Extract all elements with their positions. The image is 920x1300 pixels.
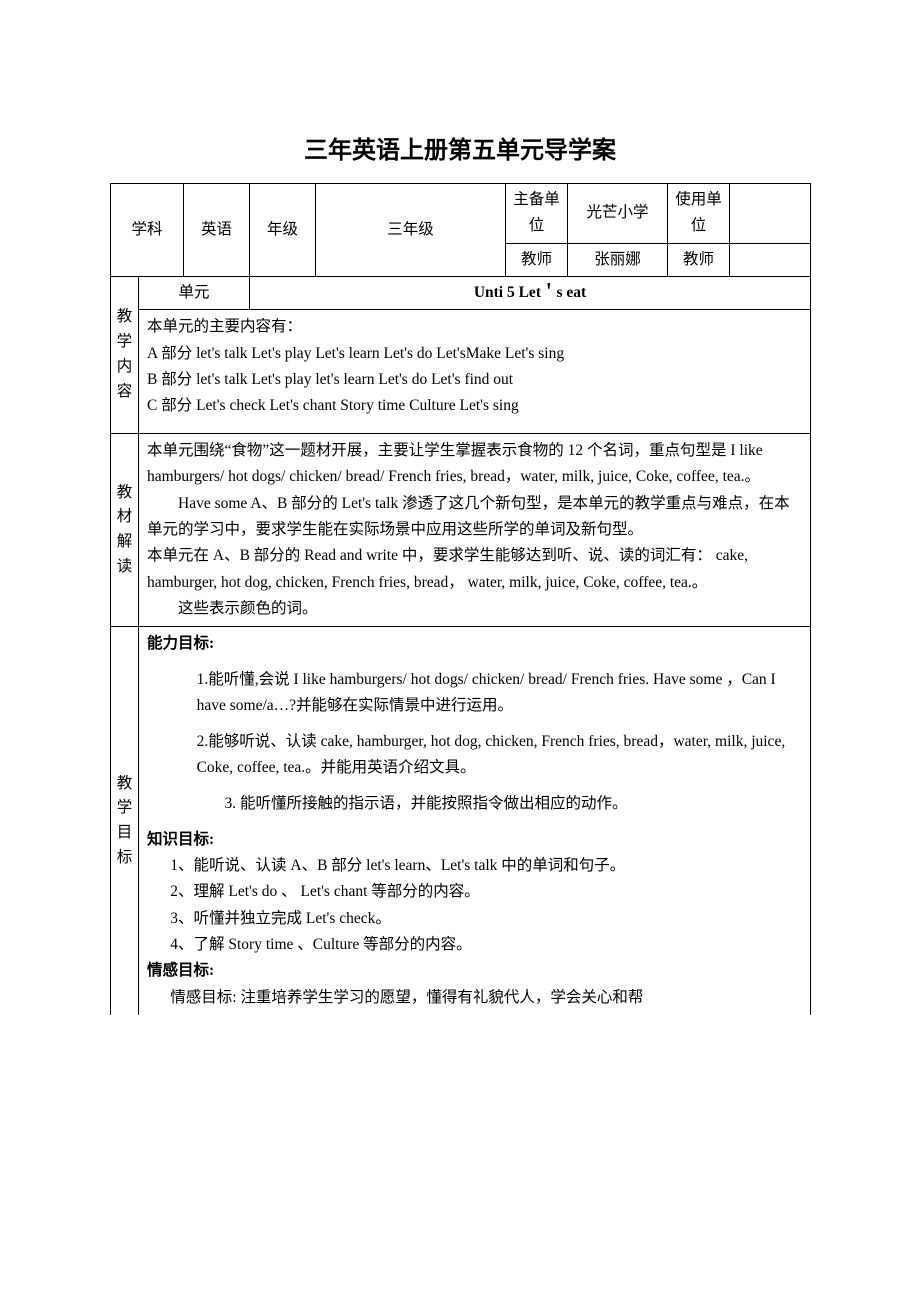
document-title: 三年英语上册第五单元导学案 xyxy=(110,130,810,165)
ability-title: 能力目标: xyxy=(147,635,214,652)
unit-row: 教学内容 单元 Unti 5 Let＇s eat xyxy=(111,277,811,310)
use-org-value xyxy=(730,184,811,244)
ability-1: 1.能听懂,会说 I like hamburgers/ hot dogs/ ch… xyxy=(147,667,802,720)
analysis-p4: 这些表示颜色的词。 xyxy=(178,600,318,617)
analysis-p3: 本单元在 A、B 部分的 Read and write 中，要求学生能够达到听、… xyxy=(147,547,748,590)
analysis-p2: Have some A、B 部分的 Let's talk 渗透了这几个新句型，是… xyxy=(147,495,790,538)
knowledge-3: 3、听懂并独立完成 Let's check。 xyxy=(170,910,391,927)
teacher-value: 张丽娜 xyxy=(568,243,668,276)
content-body: 本单元的主要内容有： A 部分 let's talk Let's play Le… xyxy=(139,310,811,434)
knowledge-4: 4、了解 Story time 、Culture 等部分的内容。 xyxy=(170,936,471,953)
analysis-body: 本单元围绕“食物”这一题材开展，主要让学生掌握表示食物的 12 个名词，重点句型… xyxy=(139,434,811,627)
subject-value: 英语 xyxy=(184,184,250,277)
subject-label: 学科 xyxy=(111,184,184,277)
analysis-p1: 本单元围绕“食物”这一题材开展，主要让学生掌握表示食物的 12 个名词，重点句型… xyxy=(147,442,763,485)
ability-3: 3. 能听懂所接触的指示语，并能按照指令做出相应的动作。 xyxy=(147,791,802,817)
lesson-plan-table: 学科 英语 年级 三年级 主备单位 光芒小学 使用单位 教师 张丽娜 教师 教学… xyxy=(110,183,811,1015)
goals-row: 教学目标 能力目标: 1.能听懂,会说 I like hamburgers/ h… xyxy=(111,627,811,1015)
knowledge-1: 1、能听说、认读 A、B 部分 let's learn、Let's talk 中… xyxy=(170,857,625,874)
header-row-1: 学科 英语 年级 三年级 主备单位 光芒小学 使用单位 xyxy=(111,184,811,244)
knowledge-title: 知识目标: xyxy=(147,831,214,848)
emotion-1: 情感目标: 注重培养学生学习的愿望，懂得有礼貌代人，学会关心和帮 xyxy=(170,989,643,1006)
ability-2: 2.能够听说、认读 cake, hamburger, hot dog, chic… xyxy=(147,729,802,782)
use-teacher-label: 教师 xyxy=(668,243,730,276)
unit-label: 单元 xyxy=(139,277,250,310)
emotion-title: 情感目标: xyxy=(147,962,214,979)
content-line3: B 部分 let's talk Let's play let's learn L… xyxy=(147,371,513,388)
use-org-label: 使用单位 xyxy=(668,184,730,244)
content-line4: C 部分 Let's check Let's chant Story time … xyxy=(147,397,519,414)
grade-label: 年级 xyxy=(250,184,316,277)
content-line2: A 部分 let's talk Let's play Let's learn L… xyxy=(147,345,564,362)
org-label: 主备单位 xyxy=(506,184,568,244)
unit-value: Unti 5 Let＇s eat xyxy=(250,277,811,310)
analysis-label: 教材解读 xyxy=(111,434,139,627)
content-label: 教学内容 xyxy=(111,277,139,434)
goals-body: 能力目标: 1.能听懂,会说 I like hamburgers/ hot do… xyxy=(139,627,811,1015)
analysis-row: 教材解读 本单元围绕“食物”这一题材开展，主要让学生掌握表示食物的 12 个名词… xyxy=(111,434,811,627)
org-value: 光芒小学 xyxy=(568,184,668,244)
knowledge-2: 2、理解 Let's do 、 Let's chant 等部分的内容。 xyxy=(170,883,480,900)
content-line1: 本单元的主要内容有： xyxy=(147,318,302,335)
goals-label: 教学目标 xyxy=(111,627,139,1015)
use-teacher-value xyxy=(730,243,811,276)
teacher-label: 教师 xyxy=(506,243,568,276)
grade-value: 三年级 xyxy=(316,184,506,277)
content-row: 本单元的主要内容有： A 部分 let's talk Let's play Le… xyxy=(111,310,811,434)
